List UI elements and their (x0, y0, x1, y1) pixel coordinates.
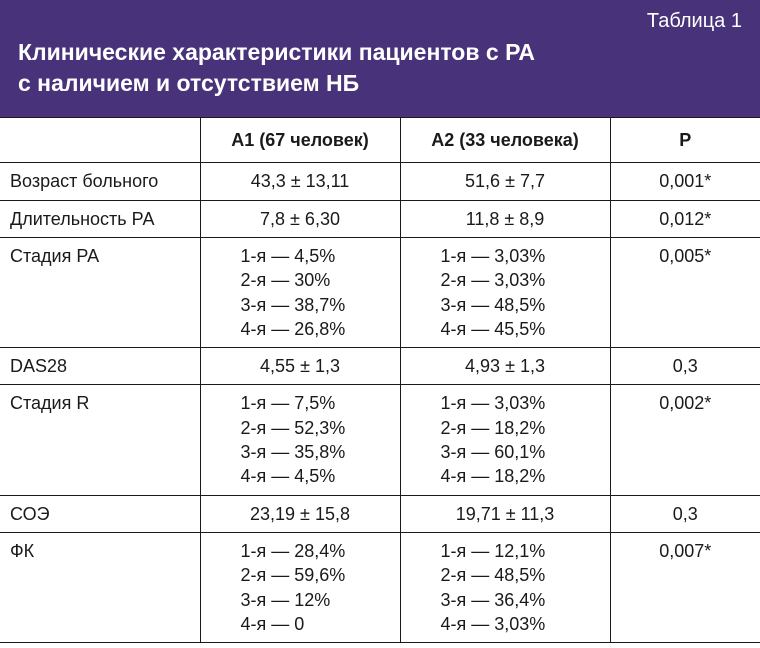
cell-a2: 51,6 ± 7,7 (400, 163, 610, 200)
table-row: Возраст больного43,3 ± 13,1151,6 ± 7,70,… (0, 163, 760, 200)
col-head-p: Р (610, 118, 760, 163)
row-label: Длительность РА (0, 200, 200, 237)
cell-a2: 4,93 ± 1,3 (400, 348, 610, 385)
table-row: Стадия R1-я — 7,5% 2-я — 52,3% 3-я — 35,… (0, 385, 760, 495)
table-number: Таблица 1 (18, 10, 742, 33)
row-label: Стадия R (0, 385, 200, 495)
table-row: ФК1-я — 28,4% 2-я — 59,6% 3-я — 12% 4-я … (0, 532, 760, 642)
table-row: СОЭ23,19 ± 15,819,71 ± 11,30,3 (0, 495, 760, 532)
col-head-a2: А2 (33 человека) (400, 118, 610, 163)
row-label: ФК (0, 532, 200, 642)
cell-a2: 1-я — 12,1% 2-я — 48,5% 3-я — 36,4% 4-я … (400, 532, 610, 642)
cell-a2: 19,71 ± 11,3 (400, 495, 610, 532)
table-row: DAS284,55 ± 1,34,93 ± 1,30,3 (0, 348, 760, 385)
table-title: Клинические характеристики пациентов с Р… (18, 37, 742, 99)
cell-a1: 1-я — 7,5% 2-я — 52,3% 3-я — 35,8% 4-я —… (200, 385, 400, 495)
cell-p: 0,001* (610, 163, 760, 200)
table-header: Таблица 1 Клинические характеристики пац… (0, 0, 760, 117)
cell-a1: 43,3 ± 13,11 (200, 163, 400, 200)
table-head-row: А1 (67 человек) А2 (33 человека) Р (0, 118, 760, 163)
cell-a1: 1-я — 28,4% 2-я — 59,6% 3-я — 12% 4-я — … (200, 532, 400, 642)
cell-a2: 1-я — 3,03% 2-я — 3,03% 3-я — 48,5% 4-я … (400, 237, 610, 347)
cell-a1: 7,8 ± 6,30 (200, 200, 400, 237)
title-line-1: Клинические характеристики пациентов с Р… (18, 39, 535, 65)
row-label: DAS28 (0, 348, 200, 385)
row-label: СОЭ (0, 495, 200, 532)
cell-p: 0,002* (610, 385, 760, 495)
cell-p: 0,012* (610, 200, 760, 237)
cell-p: 0,007* (610, 532, 760, 642)
table-row: Стадия РА1-я — 4,5% 2-я — 30% 3-я — 38,7… (0, 237, 760, 347)
table-body: Возраст больного43,3 ± 13,1151,6 ± 7,70,… (0, 163, 760, 643)
row-label: Возраст больного (0, 163, 200, 200)
title-line-2: с наличием и отсутствием НБ (18, 70, 359, 96)
cell-a1: 4,55 ± 1,3 (200, 348, 400, 385)
cell-p: 0,3 (610, 495, 760, 532)
cell-p: 0,3 (610, 348, 760, 385)
cell-p: 0,005* (610, 237, 760, 347)
col-head-a1: А1 (67 человек) (200, 118, 400, 163)
cell-a2: 11,8 ± 8,9 (400, 200, 610, 237)
table-row: Длительность РА7,8 ± 6,3011,8 ± 8,90,012… (0, 200, 760, 237)
clinical-table: А1 (67 человек) А2 (33 человека) Р Возра… (0, 117, 760, 643)
row-label: Стадия РА (0, 237, 200, 347)
cell-a1: 23,19 ± 15,8 (200, 495, 400, 532)
cell-a2: 1-я — 3,03% 2-я — 18,2% 3-я — 60,1% 4-я … (400, 385, 610, 495)
cell-a1: 1-я — 4,5% 2-я — 30% 3-я — 38,7% 4-я — 2… (200, 237, 400, 347)
col-head-label (0, 118, 200, 163)
